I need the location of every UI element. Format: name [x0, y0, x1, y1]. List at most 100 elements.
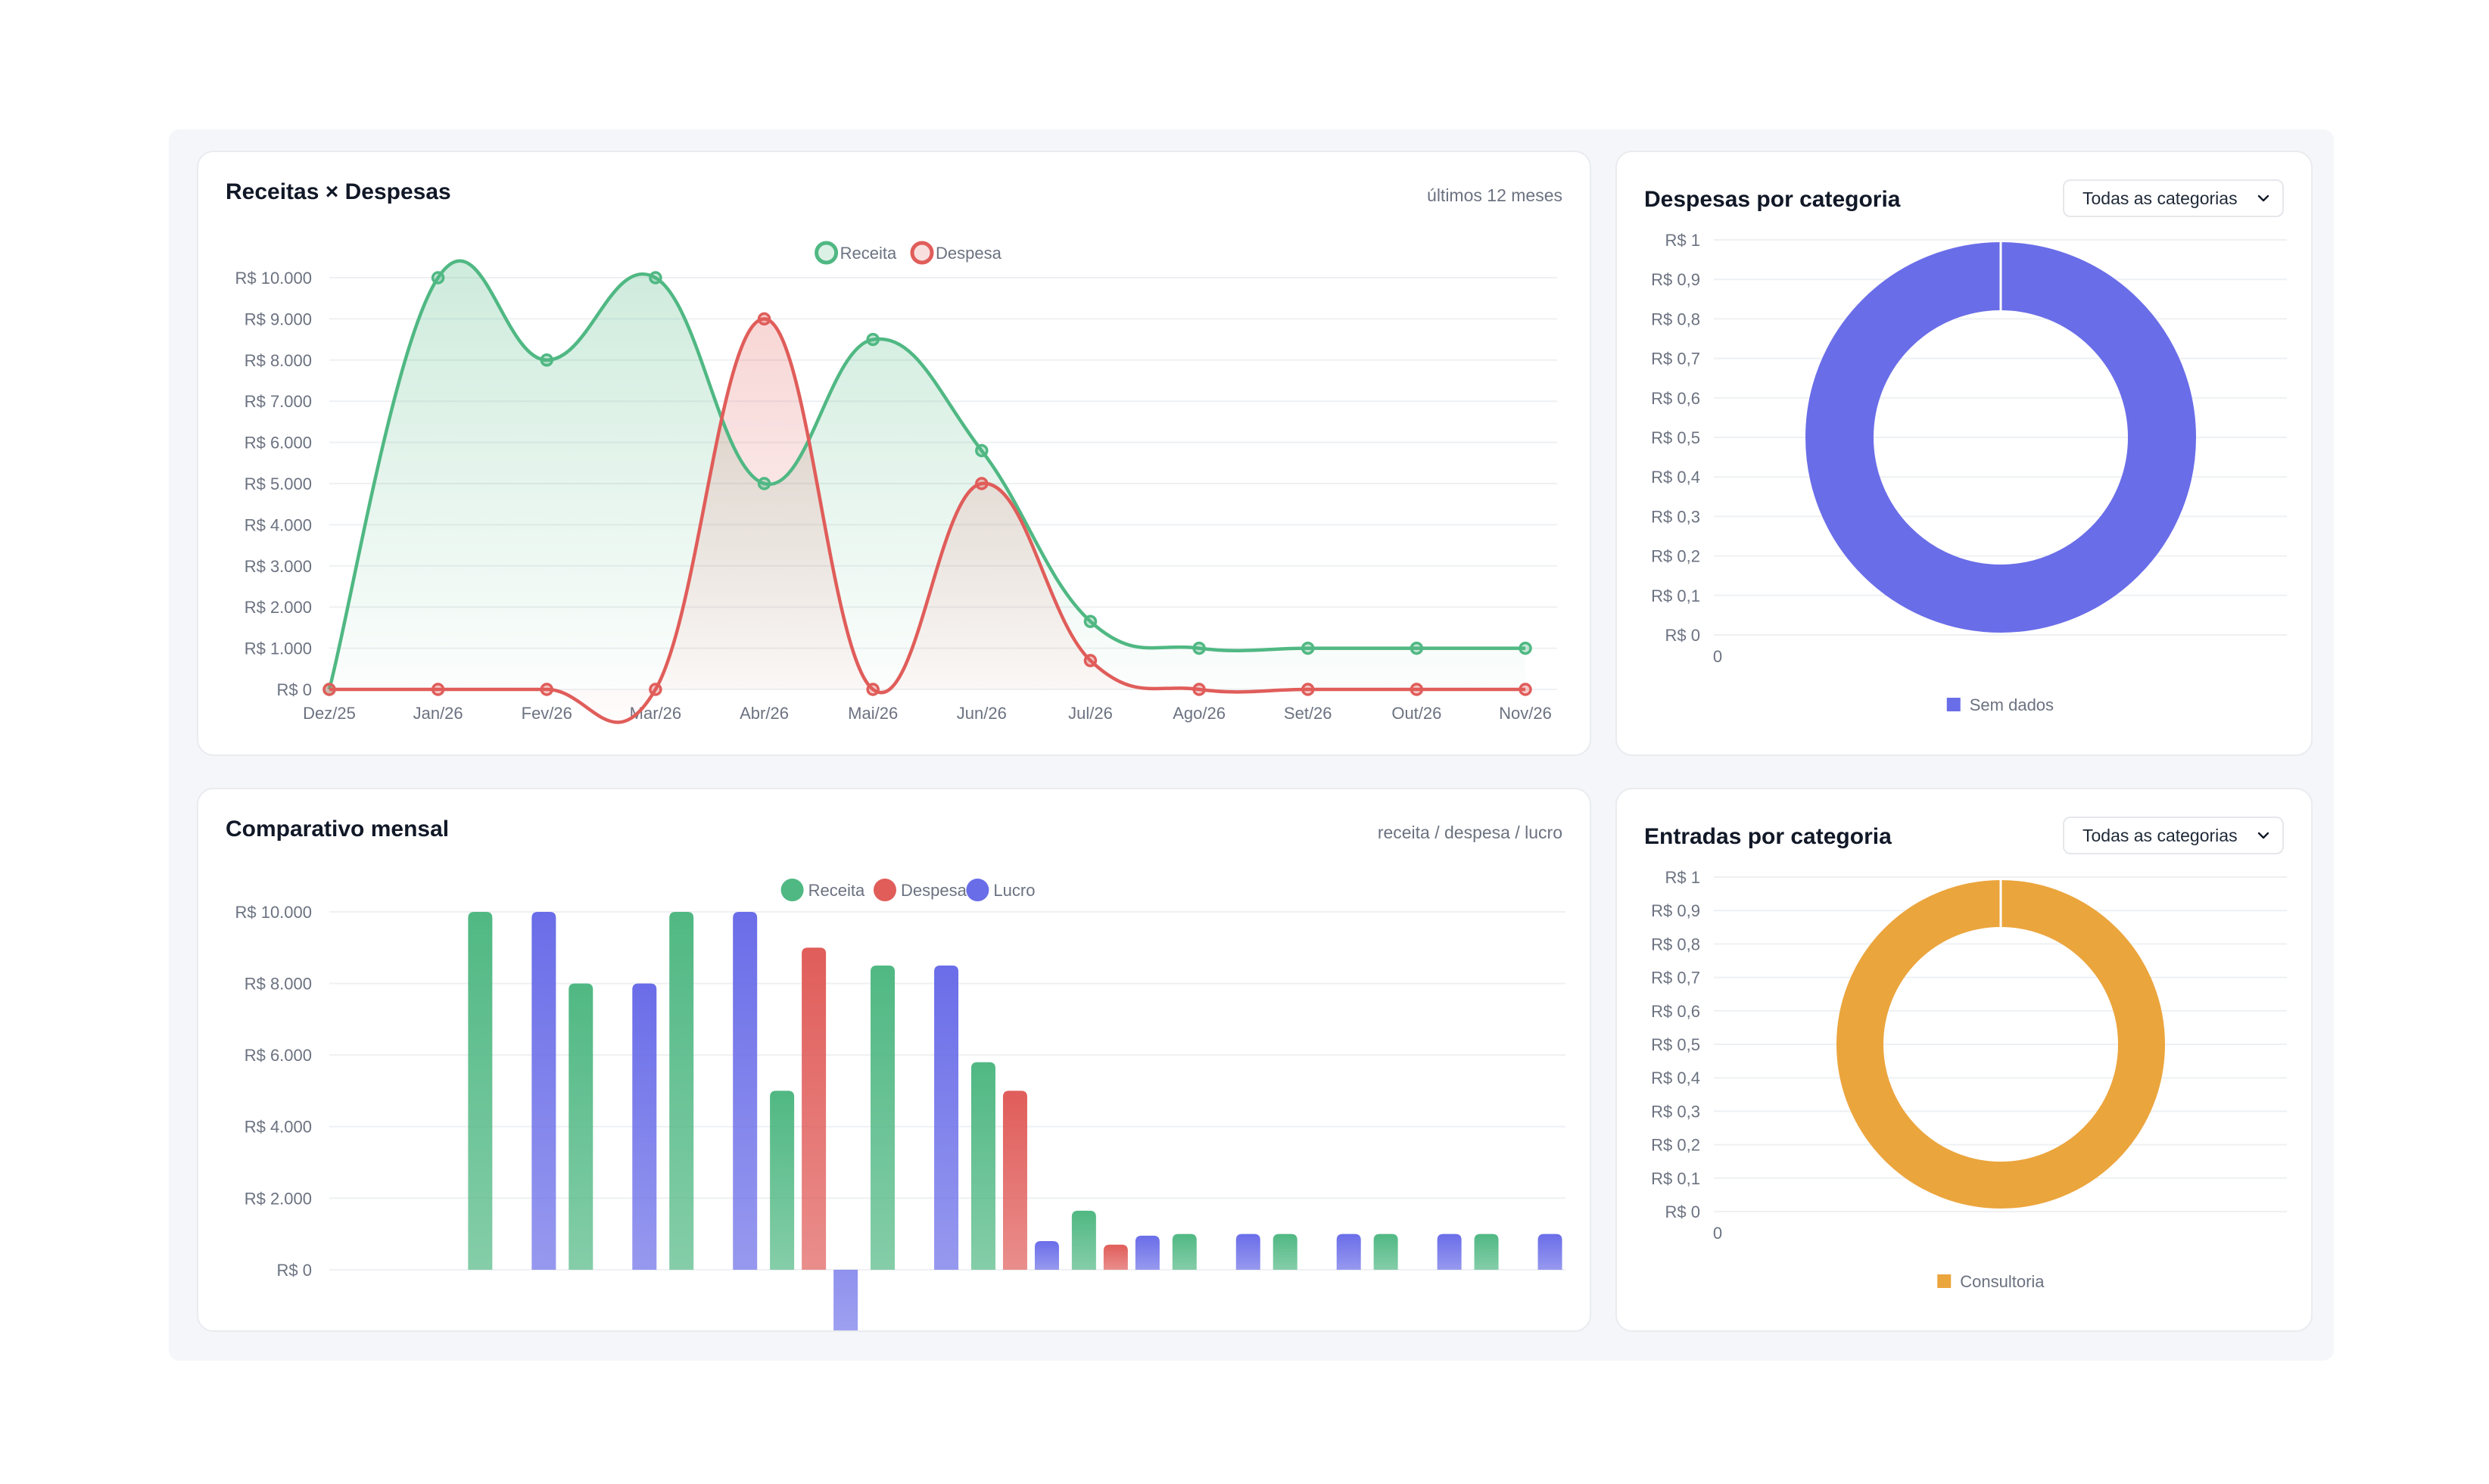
y-tick-label: R$ 0,5: [1651, 428, 1700, 447]
y-tick-label: R$ 0,3: [1651, 1102, 1700, 1121]
y-tick-label: R$ 6.000: [245, 1046, 312, 1065]
y-tick-label: R$ 0,3: [1651, 507, 1700, 526]
y-tick-label: R$ 0: [277, 680, 312, 699]
legend-label: Lucro: [993, 881, 1035, 900]
revenue-expense-card: Receitas × Despesas últimos 12 meses R$ …: [197, 151, 1591, 756]
bar: [1273, 1234, 1297, 1270]
series-line: [329, 317, 1525, 724]
series-area: [329, 319, 1525, 723]
data-point: [1083, 614, 1098, 628]
bar: [770, 1090, 795, 1270]
y-tick-label: R$ 0,6: [1651, 1002, 1700, 1021]
bar: [833, 1269, 858, 1330]
y-tick-label: R$ 0,7: [1651, 350, 1700, 369]
chevron-down-icon: [2257, 832, 2269, 839]
card-subtitle: últimos 12 meses: [1427, 185, 1562, 205]
data-point: [1192, 641, 1206, 655]
data-point: [1519, 641, 1532, 655]
expenses-donut-chart: R$ 0 R$ 0,1 R$ 0,2 R$ 0,3 R$ 0,4 R$ 0,5 R$ 0,6…: [1651, 231, 2287, 714]
x-tick-label: Jun/26: [957, 704, 1007, 723]
bar: [733, 912, 758, 1270]
y-tick-label: R$ 9.000: [245, 310, 312, 328]
y-tick-label: R$ 8.000: [245, 975, 312, 994]
category-filter-select[interactable]: Todas as categorias: [2063, 817, 2284, 854]
bar: [531, 912, 556, 1270]
income-donut-chart: R$ 0 R$ 0,1 R$ 0,2 R$ 0,3 R$ 0,4 R$ 0,5 R$ 0,6…: [1651, 868, 2287, 1291]
x-tick-label: 0: [1713, 1224, 1722, 1243]
filter-label: Todas as categorias: [2082, 825, 2238, 845]
series-area: [329, 260, 1525, 689]
chart-legend: Sem dados: [1946, 695, 2054, 714]
card-title: Entradas por categoria: [1644, 824, 1892, 849]
data-point: [975, 477, 989, 490]
y-tick-label: R$ 0,8: [1651, 310, 1700, 328]
bar: [1373, 1234, 1398, 1270]
monthly-comparison-card: Comparativo mensal receita / despesa / l…: [197, 788, 1591, 1332]
data-point: [1083, 654, 1098, 667]
y-tick-label: R$ 0,6: [1651, 389, 1700, 408]
data-point: [431, 683, 445, 696]
bar: [632, 983, 657, 1270]
series-line: [327, 259, 1525, 690]
x-tick-label: Jul/26: [1068, 704, 1113, 723]
data-point: [540, 683, 554, 696]
y-tick-label: R$ 1: [1665, 231, 1700, 250]
y-tick-label: R$ 0,4: [1651, 468, 1700, 487]
bar: [1537, 1234, 1562, 1270]
data-point: [866, 332, 880, 347]
bar: [1034, 1241, 1059, 1270]
chevron-down-icon: [2257, 194, 2269, 202]
card-subtitle: receita / despesa / lucro: [1377, 823, 1562, 842]
y-tick-label: R$ 1.000: [245, 639, 312, 658]
bar: [1474, 1234, 1499, 1270]
data-point: [1410, 641, 1424, 655]
y-tick-label: R$ 0,9: [1651, 901, 1700, 920]
expenses-by-category-card: Despesas por categoria Todas as categori…: [1615, 151, 2313, 756]
data-point: [540, 353, 554, 367]
bar: [802, 947, 827, 1270]
bar: [1235, 1234, 1260, 1270]
x-tick-label: Ago/26: [1173, 704, 1226, 723]
chart-legend: Receita Despesa: [815, 241, 1002, 265]
legend-label: Receita: [808, 881, 865, 900]
data-point: [1410, 683, 1424, 696]
y-tick-label: R$ 0: [277, 1261, 312, 1280]
x-tick-label: Abr/26: [740, 704, 789, 723]
x-tick-label: Out/26: [1391, 704, 1441, 723]
legend-marker: [815, 241, 839, 265]
data-point: [431, 271, 445, 285]
bar: [1437, 1234, 1462, 1270]
y-tick-label: R$ 3.000: [245, 557, 312, 576]
legend-label: Consultoria: [1960, 1272, 2045, 1291]
bar: [569, 983, 593, 1270]
filter-label: Todas as categorias: [2082, 188, 2238, 208]
bar: [871, 965, 896, 1270]
y-tick-label: R$ 4.000: [245, 515, 312, 534]
y-tick-label: R$ 8.000: [245, 351, 312, 370]
data-point: [1301, 683, 1315, 696]
x-tick-label: Fev/26: [522, 704, 572, 723]
data-point: [1519, 683, 1532, 696]
dashboard: Receitas × Despesas últimos 12 meses R$ …: [169, 129, 2334, 1361]
x-tick-label: Set/26: [1284, 704, 1332, 723]
legend-label: Receita: [840, 244, 897, 263]
data-point: [866, 683, 880, 696]
legend-marker: [966, 879, 989, 901]
legend-marker: [780, 879, 804, 901]
y-tick-label: R$ 0,1: [1651, 1169, 1700, 1188]
y-tick-label: R$ 1: [1665, 868, 1700, 887]
y-tick-label: R$ 0,2: [1651, 547, 1700, 566]
card-title: Receitas × Despesas: [226, 179, 451, 204]
bar: [1172, 1234, 1197, 1270]
line-chart: R$ 0 R$ 1.000 R$ 2.000 R$ 3.000 R$ 4.000 R$ 5…: [235, 241, 1557, 724]
legend-marker: [874, 879, 896, 901]
y-tick-label: R$ 0,7: [1651, 969, 1700, 988]
chart-legend: Receita Despesa Lucro: [780, 879, 1035, 901]
legend-label: Sem dados: [1970, 695, 2054, 714]
x-tick-label: Mai/26: [848, 704, 898, 723]
y-tick-label: R$ 0,5: [1651, 1035, 1700, 1054]
y-tick-label: R$ 2.000: [245, 1189, 312, 1208]
card-title: Comparativo mensal: [226, 817, 450, 842]
category-filter-select[interactable]: Todas as categorias: [2063, 179, 2284, 217]
